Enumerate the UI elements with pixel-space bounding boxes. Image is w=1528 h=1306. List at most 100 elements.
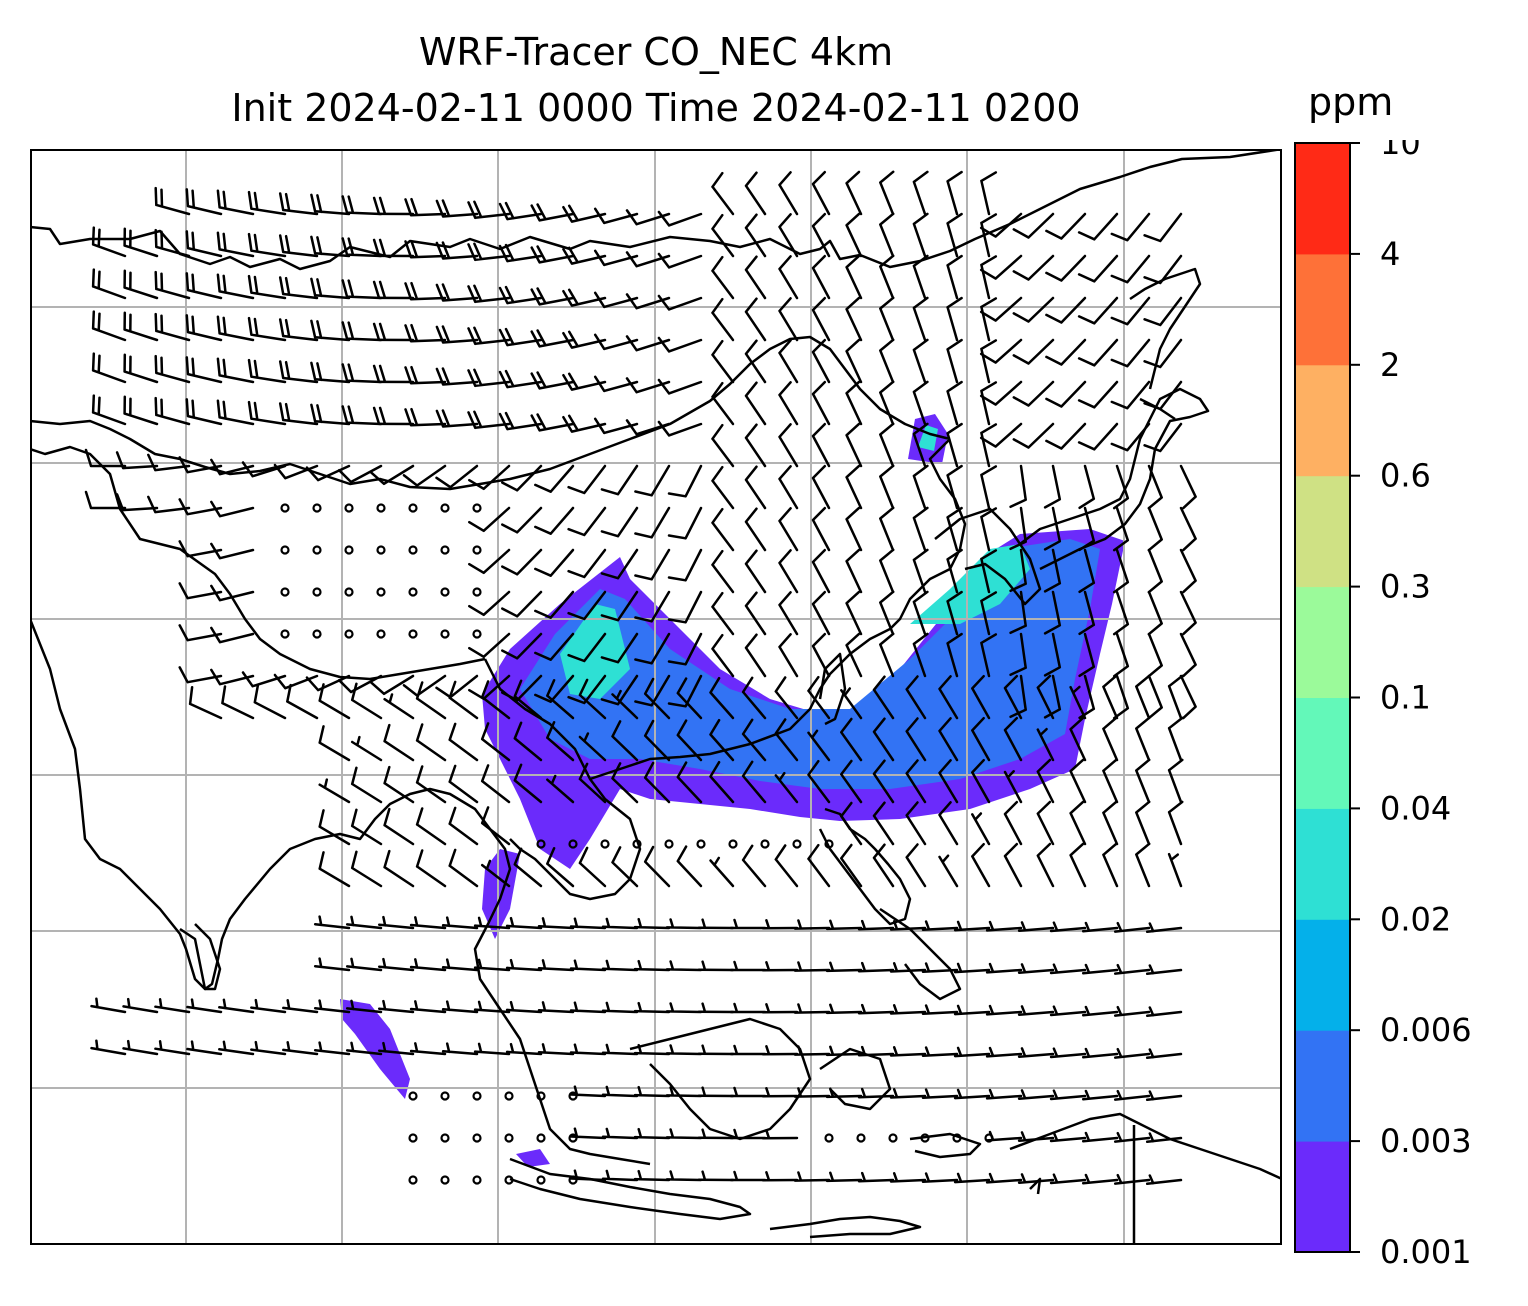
colorbar-swatch — [1295, 808, 1350, 920]
wind-barb — [938, 854, 959, 888]
coastline — [934, 507, 1042, 606]
wind-barb — [793, 1045, 831, 1056]
wind-barb — [1049, 1173, 1087, 1185]
wind-barb — [473, 1000, 511, 1014]
wind-barb — [1145, 1006, 1183, 1018]
wind-barb — [1112, 590, 1130, 636]
wind-barb — [1145, 1090, 1183, 1102]
wind-barb — [912, 380, 929, 426]
wind-barb — [872, 759, 895, 804]
wind-barb — [467, 242, 511, 262]
wind-barb — [1036, 758, 1055, 804]
wind-barb — [383, 693, 415, 720]
wind-barb — [953, 1004, 991, 1016]
wind-barb — [774, 771, 799, 804]
wind-barb — [1012, 212, 1055, 239]
wind-barb — [667, 548, 703, 582]
wind-barb — [415, 723, 447, 762]
wind-barb — [889, 920, 927, 931]
wind-barb — [1147, 548, 1163, 594]
wind-barb — [744, 339, 767, 384]
wind-barb — [313, 999, 351, 1014]
wind-barb — [578, 678, 607, 720]
wind-barb — [729, 1086, 767, 1098]
wind-barb — [441, 1042, 479, 1056]
plume-area — [516, 1149, 550, 1167]
wind-barb — [1003, 674, 1023, 720]
wind-barb — [216, 189, 255, 216]
wind-barbs — [84, 170, 1197, 1186]
wind-barb — [1147, 590, 1163, 636]
wind-barb — [879, 422, 895, 468]
colorbar-frame — [1294, 142, 1351, 1253]
wind-barb — [1145, 922, 1183, 934]
wind-barb — [665, 1044, 703, 1056]
wind-barb — [946, 632, 963, 678]
wind-barb — [811, 422, 831, 468]
wind-barb — [241, 461, 287, 478]
wind-barb — [946, 338, 963, 384]
wind-barb — [341, 405, 383, 426]
wind-barb — [567, 464, 607, 495]
wind-barb — [667, 506, 703, 540]
wind-barb — [546, 847, 575, 888]
wind-barb — [872, 801, 895, 846]
wind-barb — [467, 368, 511, 388]
wind-barb — [1113, 963, 1151, 975]
wind-barb — [383, 807, 415, 846]
wind-barb — [879, 548, 895, 594]
wind-barb — [115, 493, 159, 512]
wind-barb — [216, 357, 255, 384]
wind-barb — [441, 958, 479, 972]
wind-barb — [1102, 842, 1119, 888]
wind-barb — [1112, 548, 1130, 594]
wind-barb — [774, 844, 799, 888]
wind-barb — [370, 464, 415, 486]
wind-barb — [879, 170, 895, 216]
wind-barb — [1043, 590, 1062, 635]
wind-barb — [441, 916, 479, 930]
wind-barb — [1145, 1132, 1183, 1144]
wind-barb — [473, 958, 511, 972]
calm-wind-circle — [440, 587, 450, 597]
wind-barb — [1143, 296, 1183, 327]
calm-wind-circle — [760, 839, 770, 849]
wind-barb — [840, 687, 863, 720]
wind-barb — [578, 732, 607, 762]
wind-barb — [912, 590, 929, 636]
wind-barb — [921, 1004, 959, 1016]
wind-barb — [91, 352, 127, 384]
wind-barb — [711, 213, 735, 258]
wind-barb — [1078, 632, 1096, 678]
wind-barb — [980, 381, 998, 426]
wind-barb — [980, 507, 998, 552]
wind-barb — [845, 212, 863, 258]
wind-barb — [600, 506, 639, 538]
colorbar-swatch — [1295, 1141, 1350, 1253]
wind-barb — [341, 363, 383, 384]
wind-barb — [1081, 1047, 1119, 1059]
wind-barb — [1003, 770, 1023, 804]
wind-barb — [1009, 632, 1027, 677]
coastline — [30, 445, 486, 681]
calm-wind-circle — [344, 629, 354, 639]
calm-wind-circle — [536, 839, 546, 849]
wind-barb — [657, 210, 703, 227]
wind-barb — [569, 1085, 607, 1098]
wind-barb — [1036, 842, 1055, 888]
wind-barb — [468, 464, 511, 491]
wind-barb — [90, 997, 127, 1014]
wind-barb — [938, 717, 959, 762]
wind-barb — [825, 919, 863, 931]
wind-barb — [778, 633, 799, 678]
wind-barb — [350, 850, 383, 888]
wind-barb — [697, 1170, 735, 1182]
wind-barb — [857, 961, 895, 973]
wind-barb — [921, 920, 959, 932]
wind-barb — [1110, 212, 1151, 242]
wind-barb — [697, 1002, 735, 1014]
map-panel — [30, 149, 1282, 1245]
wind-barb — [778, 381, 799, 426]
wind-barb — [377, 915, 415, 930]
wind-barb — [811, 548, 831, 594]
